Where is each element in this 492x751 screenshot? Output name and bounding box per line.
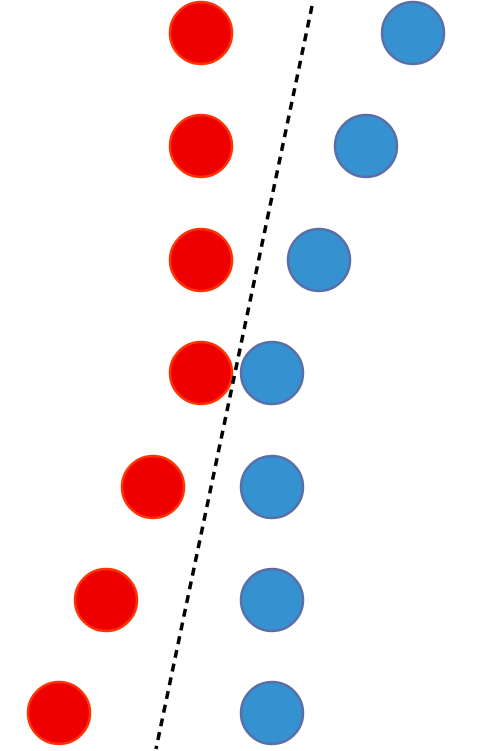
red-dot-row-2 bbox=[168, 113, 234, 179]
blue-dot-row-3 bbox=[286, 227, 352, 293]
red-dot-row-5 bbox=[120, 454, 186, 520]
red-dot-row-4 bbox=[168, 340, 234, 406]
decision-boundary-line bbox=[154, 5, 314, 750]
blue-dot-row-7 bbox=[239, 680, 305, 746]
dot-layer bbox=[26, 0, 446, 746]
red-dot-row-7 bbox=[26, 680, 92, 746]
red-dot-row-6 bbox=[73, 567, 139, 633]
red-dot-row-1 bbox=[168, 0, 234, 66]
blue-dot-row-4 bbox=[239, 340, 305, 406]
red-dot-row-3 bbox=[168, 227, 234, 293]
blue-dot-row-5 bbox=[239, 454, 305, 520]
blue-dot-row-2 bbox=[333, 113, 399, 179]
blue-dot-row-1 bbox=[380, 0, 446, 66]
blue-dot-row-6 bbox=[239, 567, 305, 633]
